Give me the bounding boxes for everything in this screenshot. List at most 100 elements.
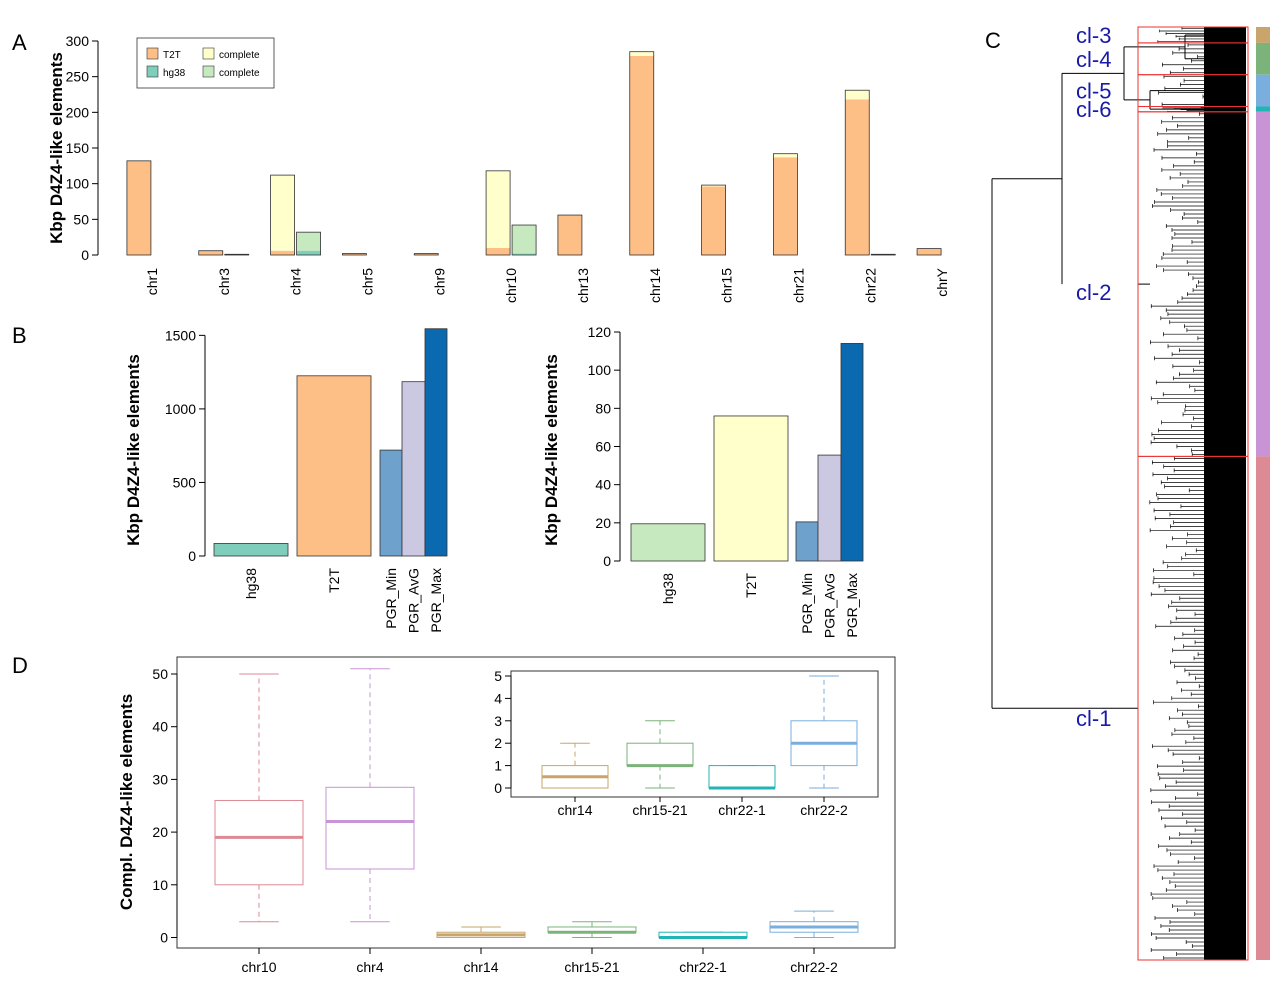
panel-a-y-tick-label: 150 <box>66 140 90 156</box>
bar-hg38-outline <box>224 253 250 256</box>
bar-t2t <box>557 215 582 255</box>
panel-b-right-y-tick-label: 100 <box>588 362 612 378</box>
x-tick-label: chr10 <box>503 268 519 303</box>
x-tick-label: PGR_Max <box>844 573 860 638</box>
panel-d-chart: Compl. D4Z4-like elements 01020304050chr… <box>117 656 896 975</box>
bar-t2t <box>342 253 367 255</box>
bar-t2t-complete <box>773 153 798 158</box>
x-tick-label: chr13 <box>575 268 591 303</box>
panel-d-y-axis-label: Compl. D4Z4-like elements <box>117 694 136 910</box>
panel-a-y-tick-label: 200 <box>66 104 90 120</box>
x-tick-label: PGR_AvG <box>406 568 422 633</box>
cluster-label-cl-2: cl-2 <box>1076 280 1111 305</box>
panel-c-dendrogram: cl-3cl-4 cl-5cl-6 cl-2 cl-1 <box>991 23 1270 961</box>
panel-label-a: A <box>12 30 27 55</box>
bar-t2t-outline <box>701 184 726 256</box>
bar-t2t <box>486 247 511 255</box>
bar <box>379 449 403 557</box>
panel-a-y-tick-label: 250 <box>66 69 90 85</box>
bar-t2t <box>629 55 654 256</box>
panel-b-right-y-tick-label: 40 <box>595 477 611 493</box>
panel-label-d: D <box>12 653 28 678</box>
box <box>626 742 694 767</box>
bar-hg38-complete <box>512 225 537 254</box>
panel-d-y-tick-label: 20 <box>152 824 168 840</box>
bar-t2t <box>845 99 870 255</box>
panel-a-y-tick-label: 300 <box>66 33 90 49</box>
x-tick-label: chr4 <box>356 959 383 975</box>
bar-t2t <box>270 250 295 255</box>
box <box>708 765 776 789</box>
x-tick-label: chr22-1 <box>679 959 727 975</box>
x-tick-label: chr22-2 <box>790 959 838 975</box>
panel-a-y-tick-label: 100 <box>66 176 90 192</box>
x-tick-label: chr14 <box>647 268 663 303</box>
bar <box>817 454 842 562</box>
panel-a-chart: Kbp D4Z4-like elements 0 50 100 150 200 250 30… <box>47 33 950 303</box>
x-tick-label: chrY <box>934 267 950 296</box>
x-tick-label: chr1 <box>144 268 160 295</box>
bar-t2t-outline <box>629 51 655 256</box>
bar-t2t <box>917 248 942 255</box>
bar-t2t-outline <box>270 174 295 256</box>
inset-x-tick-label: chr22-2 <box>800 802 848 818</box>
bar <box>630 523 706 562</box>
panel-b-left-y-tick-label: 500 <box>173 474 197 490</box>
x-tick-label: PGR_Min <box>799 573 815 634</box>
bar-t2t-complete <box>845 90 870 100</box>
panel-d-y-tick-label: 0 <box>160 930 168 946</box>
bar-t2t-outline <box>844 89 870 256</box>
panel-b-left-chart: Kbp D4Z4-like elements 0 500 1000 1500 hg38 T… <box>124 327 448 633</box>
bar-t2t-outline <box>485 170 511 256</box>
x-tick-label: chr5 <box>359 268 375 295</box>
legend-swatch <box>146 47 159 60</box>
x-tick-label: PGR_Max <box>428 568 444 633</box>
cluster-color-cl-2 <box>1256 111 1270 457</box>
bar-hg38-outline <box>511 224 537 256</box>
panel-b-left-y-axis-label: Kbp D4Z4-like elements <box>124 354 143 546</box>
box <box>214 799 304 886</box>
bar <box>424 328 448 557</box>
bar-t2t <box>701 186 726 255</box>
inset-y-tick-label: 5 <box>494 668 502 684</box>
cluster-color-cl-5 <box>1256 74 1270 107</box>
legend-label: complete <box>219 50 260 61</box>
x-tick-label: chr15-21 <box>564 959 619 975</box>
x-tick-label: chr22 <box>862 268 878 303</box>
x-tick-label: hg38 <box>243 568 259 599</box>
bar-t2t <box>126 160 151 255</box>
inset-y-tick-label: 0 <box>494 780 502 796</box>
panel-d-y-tick-label: 10 <box>152 877 168 893</box>
bar-t2t-outline <box>413 253 439 256</box>
x-tick-label: chr9 <box>431 268 447 295</box>
cluster-label-cl-1: cl-1 <box>1076 706 1111 731</box>
cluster-label-cl-3: cl-3 <box>1076 23 1111 48</box>
bar-t2t <box>414 253 439 255</box>
panel-b-right-y-tick-label: 0 <box>603 553 611 569</box>
panel-b-right-y-tick-label: 60 <box>595 439 611 455</box>
panel-label-b: B <box>12 323 27 348</box>
bar-t2t-outline <box>773 153 798 256</box>
inset-x-tick-label: chr22-1 <box>718 802 766 818</box>
cluster-color-cl-3 <box>1256 27 1270 43</box>
panel-b-right-y-tick-label: 20 <box>595 515 611 531</box>
bar-t2t-outline <box>342 253 367 256</box>
box <box>325 786 415 870</box>
bar <box>795 521 819 562</box>
bar <box>213 543 289 557</box>
bar-hg38 <box>296 250 321 255</box>
x-tick-label: chr21 <box>790 268 806 303</box>
bar-t2t-complete <box>270 175 295 251</box>
panel-b-left-y-tick-label: 1000 <box>165 401 196 417</box>
inset-y-tick-label: 4 <box>494 690 502 706</box>
x-tick-label: PGR_AvG <box>822 573 838 638</box>
x-tick-label: chr3 <box>216 268 232 295</box>
cluster-color-cl-4 <box>1256 42 1270 75</box>
panel-b-right-y-axis-label: Kbp D4Z4-like elements <box>542 354 561 546</box>
inset-y-tick-label: 1 <box>494 758 502 774</box>
panel-b-right-y-tick-label: 120 <box>588 324 612 340</box>
bar-t2t-outline <box>557 214 583 256</box>
panel-b-left-y-tick-label: 1500 <box>165 327 196 343</box>
inset-y-tick-label: 3 <box>494 713 502 729</box>
